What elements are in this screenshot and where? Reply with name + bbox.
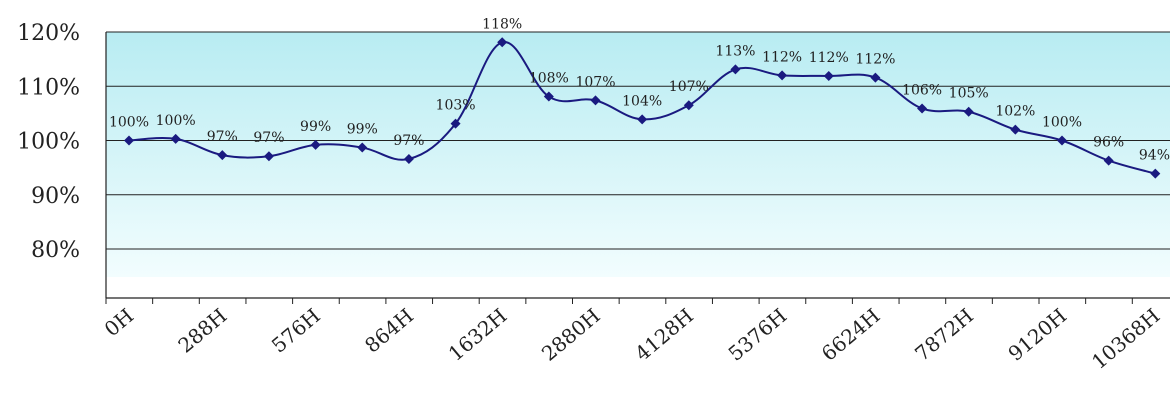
x-tick-label: 9120H	[1003, 303, 1071, 365]
data-point	[543, 91, 554, 102]
x-tick-label: 6624H	[817, 303, 885, 365]
data-label: 103%	[436, 98, 476, 114]
data-label: 105%	[949, 86, 989, 102]
data-point	[823, 70, 834, 81]
x-tick-label: 4128H	[630, 303, 698, 365]
data-label: 97%	[253, 130, 284, 146]
data-label: 99%	[347, 122, 378, 138]
x-tick-label: 7872H	[910, 303, 978, 365]
data-label: 107%	[669, 79, 709, 95]
x-tick-label: 0H	[100, 303, 139, 341]
y-tick-labels: 80% 90% 100% 110% 120%	[17, 21, 80, 263]
data-point	[683, 100, 694, 111]
data-point	[497, 37, 508, 48]
x-tick-label: 576H	[267, 303, 325, 357]
data-label: 113%	[715, 43, 755, 59]
data-point	[963, 106, 974, 117]
data-label: 97%	[207, 129, 238, 145]
data-labels: 100% 100% 97% 97% 99% 99% 97% 103% 118% 108% 107% 1…	[109, 16, 1170, 163]
data-point	[1150, 168, 1161, 179]
data-label: 108%	[529, 71, 569, 87]
data-label: 104%	[622, 93, 662, 109]
data-point	[450, 118, 461, 129]
data-point	[1103, 155, 1114, 166]
data-point	[870, 72, 881, 83]
data-point	[357, 142, 368, 153]
data-label: 100%	[1042, 115, 1082, 131]
plot-area	[106, 32, 1170, 277]
data-point	[124, 135, 134, 146]
gridlines	[106, 31, 1170, 250]
data-label: 99%	[300, 119, 331, 135]
data-label: 107%	[575, 74, 615, 90]
data-label: 96%	[1093, 135, 1124, 151]
series-line	[128, 41, 1156, 175]
data-point	[263, 151, 274, 162]
data-point	[590, 95, 601, 106]
x-tick-label: 864H	[360, 303, 418, 357]
x-tick-label: 2880H	[537, 303, 605, 365]
data-label: 97%	[393, 133, 424, 149]
x-tick-label: 288H	[173, 303, 231, 357]
y-tick-label: 110%	[17, 75, 80, 100]
data-label: 100%	[156, 113, 196, 129]
data-point	[403, 153, 414, 164]
x-tick-labels: 0H 288H 576H 864H 1632H 2880H 4128H 5376H 6624H 7…	[100, 303, 1165, 374]
data-point	[1010, 124, 1021, 135]
data-point	[310, 139, 321, 150]
data-point	[1057, 135, 1067, 146]
data-point	[217, 150, 228, 161]
data-point	[637, 114, 648, 125]
data-markers	[124, 37, 1161, 179]
x-tick-label: 1632H	[444, 303, 512, 365]
data-label: 100%	[109, 115, 149, 131]
data-label: 94%	[1139, 148, 1170, 164]
x-tick-label: 10368H	[1087, 303, 1165, 374]
data-label: 102%	[995, 104, 1035, 120]
data-label: 112%	[762, 49, 802, 65]
data-point	[777, 70, 788, 81]
data-point	[730, 64, 741, 75]
data-point	[170, 133, 181, 144]
data-label: 112%	[855, 52, 895, 68]
data-label: 118%	[482, 16, 522, 32]
y-tick-label: 120%	[17, 21, 80, 46]
x-tick-label: 5376H	[724, 303, 792, 365]
data-label: 106%	[902, 82, 942, 98]
y-tick-label: 80%	[31, 238, 80, 263]
data-label: 112%	[809, 50, 849, 66]
y-tick-label: 100%	[17, 130, 80, 155]
x-ticks	[105, 298, 1133, 304]
data-point	[917, 103, 928, 114]
y-tick-label: 90%	[31, 184, 80, 209]
